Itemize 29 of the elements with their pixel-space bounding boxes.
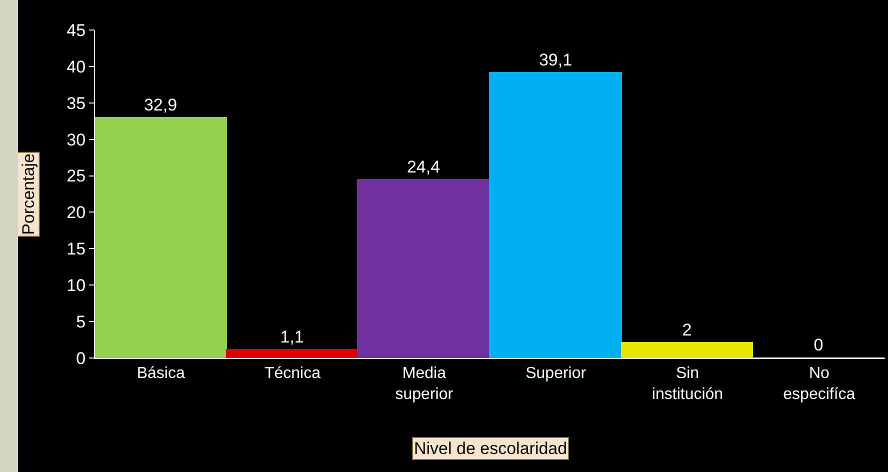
x-tick-label: Técnica: [264, 365, 321, 382]
y-tick-label: 30: [66, 130, 86, 150]
data-label: 1,1: [280, 328, 304, 346]
x-tick-label: Sin institución: [652, 365, 724, 403]
y-tick-label: 0: [76, 348, 86, 368]
y-tick-label: 40: [66, 57, 86, 76]
y-tick-label: 35: [66, 94, 86, 113]
y-tick-label: 25: [66, 166, 86, 186]
bar: [226, 349, 358, 358]
x-tick-label: Media superior: [395, 365, 454, 403]
bar: [357, 179, 490, 358]
data-label: 2: [682, 320, 692, 340]
bar: [489, 72, 622, 358]
y-axis-title: Porcentaje: [18, 154, 38, 235]
data-label: 24,4: [406, 158, 440, 176]
data-label: 0: [814, 336, 824, 354]
x-tick-label: Superior: [526, 365, 587, 382]
y-tick-label: 5: [76, 312, 86, 332]
x-axis-title: Nivel de escolaridad: [414, 439, 568, 458]
y-tick-label: 45: [66, 20, 86, 40]
bar: [621, 342, 753, 358]
x-tick-label: No especifíca: [783, 365, 856, 403]
data-label: 32,9: [144, 96, 178, 114]
bar: [95, 117, 227, 358]
y-tick-label: 20: [66, 203, 86, 222]
y-tick-label: 10: [66, 276, 86, 296]
y-tick-label: 15: [66, 240, 86, 259]
x-tick-label: Básica: [136, 365, 185, 382]
data-label: 39,1: [538, 50, 572, 70]
